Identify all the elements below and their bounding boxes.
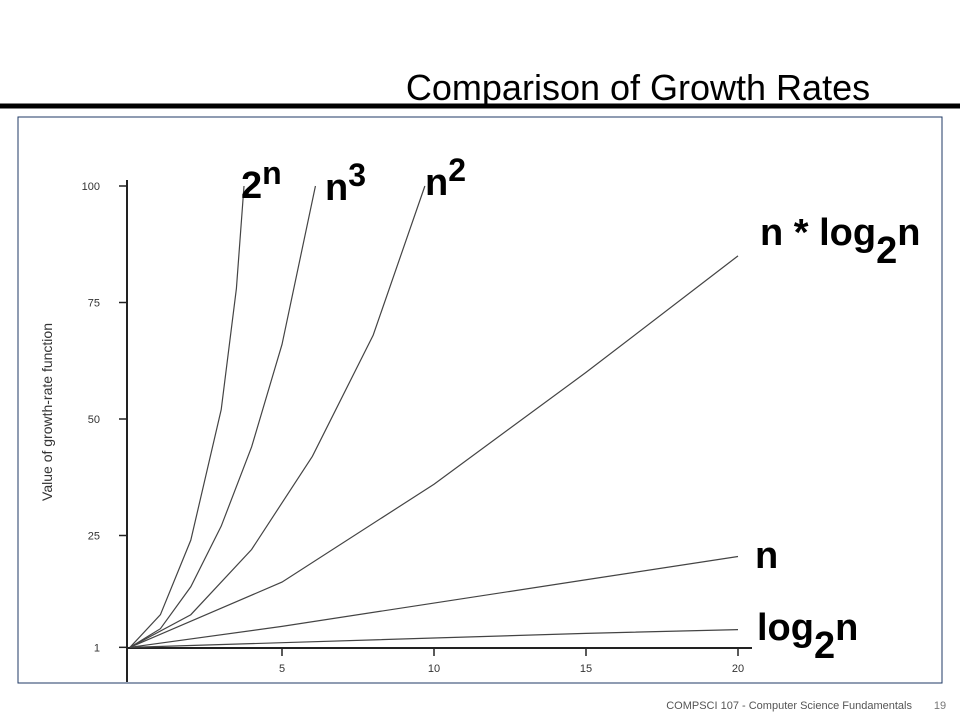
growth-curve <box>129 629 739 648</box>
curve-label-part: n <box>835 607 858 649</box>
curve-label: n * log2n <box>760 212 920 272</box>
curve-label: n <box>755 535 778 577</box>
growth-curve <box>129 185 245 648</box>
curve-label-part: log <box>757 607 814 649</box>
chart-frame <box>17 116 943 684</box>
x-tick-label: 5 <box>279 663 285 675</box>
curve-label: n3 <box>325 157 366 209</box>
x-tick-label: 15 <box>580 663 592 675</box>
curve-label-part: n <box>897 212 920 254</box>
x-tick-label: 20 <box>732 663 744 675</box>
growth-curve <box>129 555 739 648</box>
curve-label-part: n <box>755 535 778 577</box>
curve-label: 2n <box>241 155 282 207</box>
growth-curve <box>129 255 739 648</box>
page-number: 19 <box>934 700 946 712</box>
curve-label-part: 2 <box>241 165 262 207</box>
y-axis-label: Value of growth-rate function <box>39 323 55 501</box>
y-tick-label: 75 <box>88 298 100 310</box>
y-tick-label: 100 <box>82 181 100 193</box>
y-tick-label: 50 <box>88 414 100 426</box>
curve-label-part: n <box>325 167 348 209</box>
footer: COMPSCI 107 - Computer Science Fundament… <box>666 700 912 712</box>
slide-title: Comparison of Growth Rates <box>406 67 870 108</box>
curve-label-part: 3 <box>348 157 366 193</box>
x-tick-label: 10 <box>428 663 440 675</box>
curve-label-part: n <box>425 162 448 204</box>
growth-curve <box>129 185 426 648</box>
curve-label-part: 2 <box>814 625 835 667</box>
curve-label: n2 <box>425 152 466 204</box>
curve-label-part: 2 <box>876 230 897 272</box>
y-tick-label: 1 <box>94 642 100 654</box>
curve-label-part: n <box>262 155 282 191</box>
curve-label-part: 2 <box>448 152 466 188</box>
y-tick-label: 25 <box>88 531 100 543</box>
curve-label-part: n * log <box>760 212 876 254</box>
curve-label: log2n <box>757 607 858 667</box>
growth-curve <box>129 185 317 648</box>
